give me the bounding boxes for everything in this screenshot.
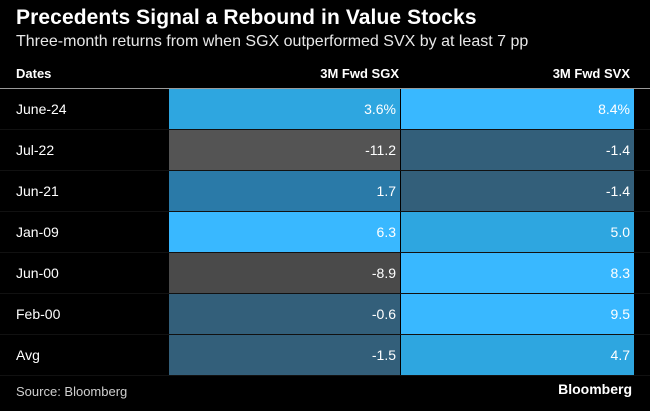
chart-subtitle: Three-month returns from when SGX outper… [16,33,529,50]
bloomberg-logo: Bloomberg [558,381,632,397]
sgx-cell: -8.9 [169,253,400,293]
sgx-cell: -11.2 [169,130,400,170]
row-date: Feb-00 [16,306,61,322]
column-header-svx: 3M Fwd SVX [552,66,630,81]
table-row: Jun-00 -8.9 8.3 [0,253,650,294]
table-body: June-24 3.6% 8.4% Jul-22 -11.2 -1.4 Jun-21 1.7 -… [0,89,650,376]
sgx-value: -11.2 [365,142,396,158]
sgx-value: -0.6 [371,306,396,322]
svx-cell: 9.5 [401,294,634,334]
row-date: Jun-00 [16,265,59,281]
table-row: Feb-00 -0.6 9.5 [0,294,650,335]
sgx-cell: -0.6 [169,294,400,334]
svx-cell: 8.3 [401,253,634,293]
row-date: June-24 [16,101,67,117]
sgx-value: 1.7 [376,183,396,199]
svx-cell: -1.4 [401,130,634,170]
returns-table: Dates 3M Fwd SGX 3M Fwd SVX June-24 3.6% 8… [0,60,650,376]
source-note: Source: Bloomberg [16,384,128,399]
table-header: Dates 3M Fwd SGX 3M Fwd SVX [0,60,650,89]
table-row: Jan-09 6.3 5.0 [0,212,650,253]
sgx-value: 6.3 [376,224,396,240]
svx-cell: 8.4% [401,89,634,129]
table-row: Avg -1.5 4.7 [0,335,650,376]
row-date: Jan-09 [16,224,59,240]
svx-value: 8.4% [598,101,630,117]
table-row: Jun-21 1.7 -1.4 [0,171,650,212]
svx-value: -1.4 [605,183,630,199]
svx-value: -1.4 [605,142,630,158]
chart-title: Precedents Signal a Rebound in Value Sto… [16,6,477,29]
column-header-dates: Dates [16,66,52,81]
svx-value: 5.0 [610,224,630,240]
sgx-value: -8.9 [371,265,396,281]
row-date: Jun-21 [16,183,59,199]
column-header-sgx: 3M Fwd SGX [320,66,399,81]
sgx-cell: -1.5 [169,335,400,375]
svx-value: 4.7 [610,347,630,363]
sgx-cell: 1.7 [169,171,400,211]
table-row: Jul-22 -11.2 -1.4 [0,130,650,171]
svx-cell: 5.0 [401,212,634,252]
svx-cell: -1.4 [401,171,634,211]
sgx-value: -1.5 [371,347,396,363]
svx-cell: 4.7 [401,335,634,375]
svx-value: 8.3 [610,265,630,281]
sgx-value: 3.6% [364,101,396,117]
row-date: Jul-22 [16,142,55,158]
sgx-cell: 6.3 [169,212,400,252]
row-date: Avg [16,347,40,363]
svx-value: 9.5 [610,306,630,322]
sgx-cell: 3.6% [169,89,400,129]
table-row: June-24 3.6% 8.4% [0,89,650,130]
